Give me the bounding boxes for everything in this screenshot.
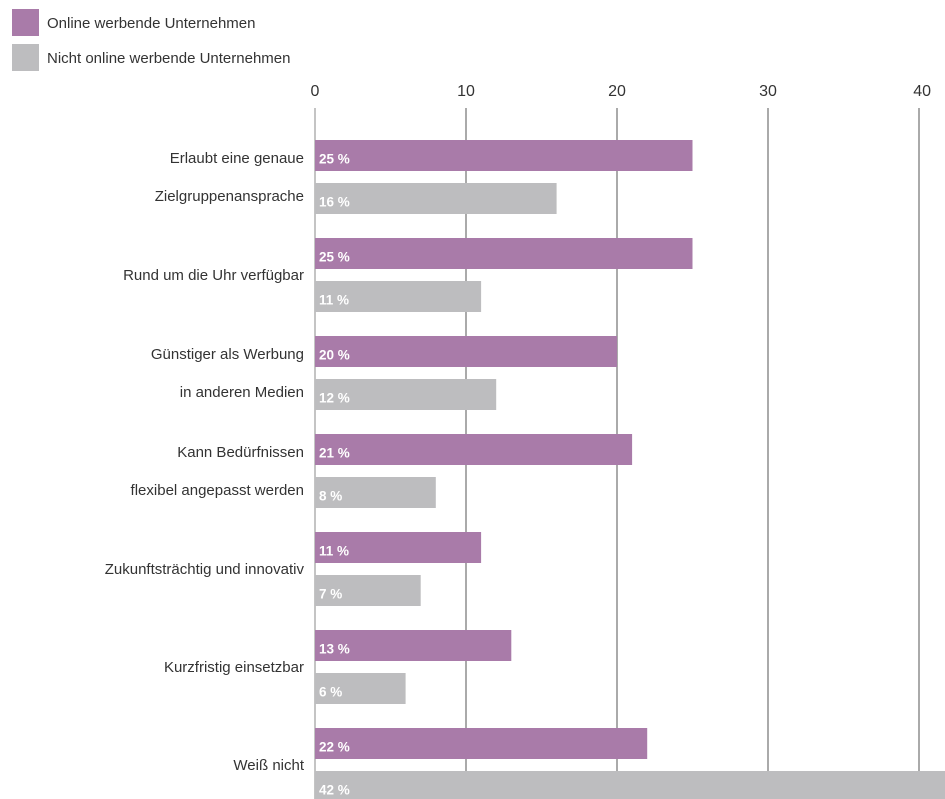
- bar-label-2-series-1: 25 %: [319, 250, 350, 265]
- x-axis-ticks: 0 10 20 30 40: [311, 83, 932, 100]
- category-label-6: Kurzfristig einsetzbar: [164, 659, 304, 676]
- bar-1-series-2: [315, 183, 557, 214]
- bar-2-series-2: [315, 281, 482, 312]
- category-label-5: Zukunftsträchtig und innovativ: [105, 561, 305, 578]
- category-label-7: Weiß nicht: [233, 757, 304, 774]
- category-label-3: Günstiger als Werbung in anderen Medien: [151, 346, 304, 401]
- bar-label-1-series-2: 16 %: [319, 195, 350, 210]
- bar-label-4-series-1: 21 %: [319, 446, 350, 461]
- category-label-1: Erlaubt eine genaue Zielgruppenansprache: [155, 150, 304, 205]
- bar-5-series-2: [315, 575, 421, 606]
- bars: 25 % 16 % 25 % 11 % 20 % 12 % 21 % 8 % 11 % 7 % 13…: [315, 140, 945, 799]
- bar-label-4-series-2: 8 %: [319, 489, 342, 504]
- bar-label-1-series-1: 25 %: [319, 152, 350, 167]
- bar-label-3-series-1: 20 %: [319, 348, 350, 363]
- bar-5-series-1: [315, 532, 482, 563]
- bar-3-series-1: [315, 336, 617, 367]
- bar-2-series-1: [315, 238, 693, 269]
- x-tick-label-40: 40: [913, 83, 931, 100]
- legend-swatch-2: [12, 44, 39, 71]
- bar-label-7-series-1: 22 %: [319, 740, 350, 755]
- category-label-4: Kann Bedürfnissen flexibel angepasst werd…: [131, 444, 304, 499]
- x-tick-label-0: 0: [311, 83, 320, 100]
- bar-label-6-series-1: 13 %: [319, 642, 350, 657]
- category-label-2: Rund um die Uhr verfügbar: [123, 267, 304, 284]
- bar-label-3-series-2: 12 %: [319, 391, 350, 406]
- bar-3-series-2: [315, 379, 497, 410]
- bar-1-series-1: [315, 140, 693, 171]
- x-tick-label-10: 10: [457, 83, 475, 100]
- bar-label-7-series-2: 42 %: [319, 783, 350, 798]
- legend-label-1: Online werbende Unternehmen: [47, 15, 255, 32]
- bar-label-5-series-1: 11 %: [319, 544, 349, 559]
- legend: Online werbende Unternehmen Nicht online …: [12, 9, 290, 71]
- bar-7-series-2: [315, 771, 945, 799]
- x-tick-label-30: 30: [759, 83, 777, 100]
- bar-label-5-series-2: 7 %: [319, 587, 342, 602]
- bar-6-series-2: [315, 673, 406, 704]
- bar-7-series-1: [315, 728, 648, 759]
- category-labels: Erlaubt eine genaue Zielgruppenansprache R…: [105, 150, 305, 774]
- bar-label-6-series-2: 6 %: [319, 685, 342, 700]
- x-tick-label-20: 20: [608, 83, 626, 100]
- bar-6-series-1: [315, 630, 512, 661]
- legend-label-2: Nicht online werbende Unternehmen: [47, 50, 290, 67]
- legend-swatch-1: [12, 9, 39, 36]
- bar-4-series-2: [315, 477, 436, 508]
- bar-label-2-series-2: 11 %: [319, 293, 349, 308]
- bar-4-series-1: [315, 434, 633, 465]
